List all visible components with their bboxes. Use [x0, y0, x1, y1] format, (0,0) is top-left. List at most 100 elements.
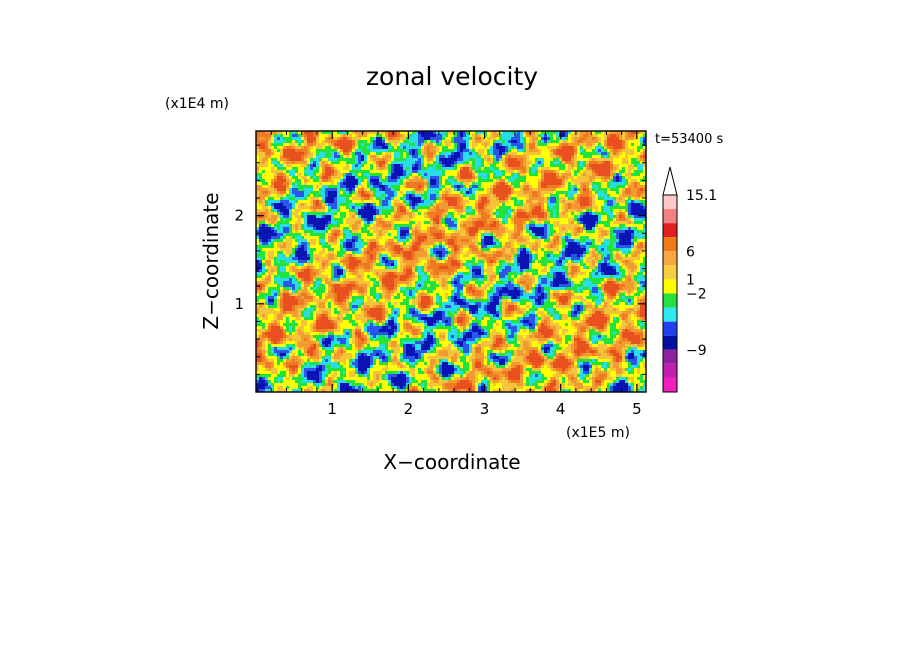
field-cell: [304, 149, 308, 153]
field-cell: [625, 152, 629, 156]
field-cell: [307, 164, 311, 168]
field-cell: [505, 134, 509, 138]
field-cell: [529, 200, 533, 204]
field-cell: [517, 239, 521, 243]
field-cell: [271, 173, 275, 177]
field-cell: [556, 188, 560, 192]
field-cell: [391, 227, 395, 231]
field-cell: [412, 137, 416, 141]
field-cell: [256, 236, 260, 240]
field-cell: [544, 242, 548, 246]
field-cell: [442, 173, 446, 177]
field-cell: [319, 218, 323, 222]
field-cell: [631, 206, 635, 210]
field-cell: [499, 191, 503, 195]
field-cell: [430, 170, 434, 174]
field-cell: [295, 179, 299, 183]
field-cell: [283, 209, 287, 213]
field-cell: [505, 170, 509, 174]
field-cell: [502, 134, 506, 138]
field-cell: [433, 134, 437, 138]
field-cell: [280, 134, 284, 138]
field-cell: [448, 149, 452, 153]
field-cell: [352, 137, 356, 141]
field-cell: [259, 236, 263, 240]
field-cell: [448, 140, 452, 144]
field-cell: [445, 176, 449, 180]
field-cell: [481, 188, 485, 192]
field-cell: [628, 191, 632, 195]
field-cell: [643, 197, 647, 201]
field-cell: [625, 242, 629, 246]
field-cell: [418, 173, 422, 177]
field-cell: [259, 167, 263, 171]
field-cell: [643, 176, 647, 180]
field-cell: [526, 230, 530, 234]
field-cell: [406, 227, 410, 231]
field-cell: [427, 185, 431, 189]
field-cell: [409, 191, 413, 195]
field-cell: [355, 176, 359, 180]
field-cell: [259, 137, 263, 141]
field-cell: [367, 209, 371, 213]
field-cell: [328, 212, 332, 216]
field-cell: [298, 191, 302, 195]
field-cell: [460, 164, 464, 168]
field-cell: [292, 200, 296, 204]
field-cell: [427, 203, 431, 207]
field-cell: [580, 227, 584, 231]
field-cell: [301, 188, 305, 192]
field-cell: [574, 212, 578, 216]
field-cell: [508, 215, 512, 219]
field-cell: [373, 146, 377, 150]
field-cell: [478, 185, 482, 189]
field-cell: [508, 194, 512, 198]
field-cell: [271, 185, 275, 189]
field-cell: [586, 233, 590, 237]
field-cell: [442, 197, 446, 201]
field-cell: [391, 185, 395, 189]
field-cell: [598, 194, 602, 198]
field-cell: [565, 140, 569, 144]
field-cell: [406, 146, 410, 150]
field-cell: [355, 173, 359, 177]
field-cell: [598, 227, 602, 231]
field-cell: [307, 212, 311, 216]
field-cell: [496, 176, 500, 180]
field-cell: [472, 206, 476, 210]
field-cell: [550, 230, 554, 234]
field-cell: [328, 206, 332, 210]
field-cell: [499, 203, 503, 207]
field-cell: [334, 164, 338, 168]
field-cell: [322, 149, 326, 153]
field-cell: [319, 203, 323, 207]
field-cell: [514, 170, 518, 174]
field-cell: [607, 173, 611, 177]
field-cell: [412, 191, 416, 195]
field-cell: [505, 131, 509, 135]
field-cell: [352, 242, 356, 246]
field-cell: [265, 140, 269, 144]
field-cell: [259, 173, 263, 177]
field-cell: [280, 197, 284, 201]
field-cell: [358, 134, 362, 138]
field-cell: [433, 131, 437, 135]
field-cell: [313, 131, 317, 135]
field-cell: [547, 215, 551, 219]
field-cell: [346, 134, 350, 138]
field-cell: [466, 224, 470, 228]
field-cell: [307, 146, 311, 150]
field-cell: [496, 200, 500, 204]
field-cell: [277, 191, 281, 195]
field-cell: [592, 182, 596, 186]
field-cell: [580, 203, 584, 207]
field-cell: [445, 239, 449, 243]
field-cell: [298, 146, 302, 150]
field-cell: [565, 182, 569, 186]
field-cell: [496, 137, 500, 141]
field-cell: [577, 233, 581, 237]
field-cell: [622, 224, 626, 228]
field-cell: [313, 137, 317, 141]
field-cell: [466, 149, 470, 153]
field-cell: [616, 143, 620, 147]
